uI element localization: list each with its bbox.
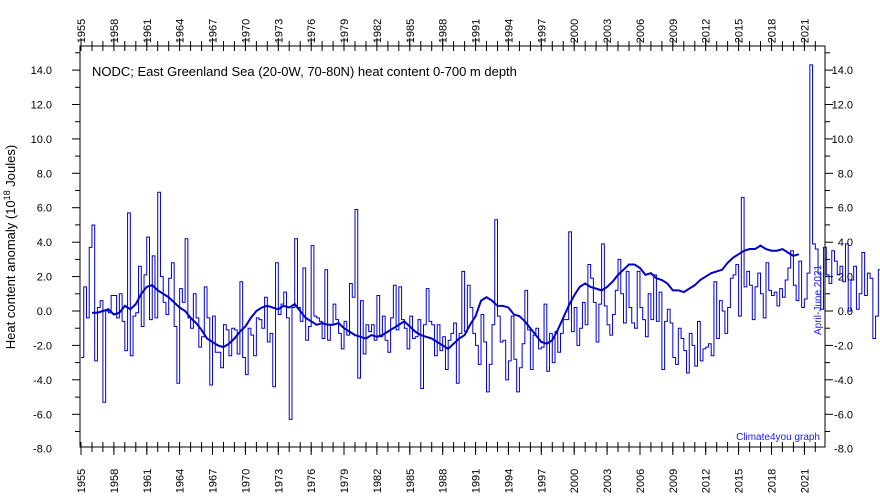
x-tick-label-bottom: 1982 [372, 469, 384, 493]
y-tick-label-left: 4.0 [37, 237, 52, 249]
y-tick-label-right: 10.0 [832, 134, 853, 146]
x-tick-label-bottom: 1988 [438, 469, 450, 493]
y-tick-label-right: -6.0 [834, 409, 853, 421]
plot-frame [79, 45, 826, 448]
x-tick-label-bottom: 2000 [569, 469, 581, 493]
x-tick-label-bottom: 1970 [240, 469, 252, 493]
x-tick-label-top: 2009 [668, 19, 680, 43]
x-tick-label-top: 2006 [635, 19, 647, 43]
x-tick-label-top: 1961 [142, 19, 154, 43]
x-tick-label-bottom: 1973 [273, 469, 285, 493]
date-note: April-June 2021 [813, 265, 824, 335]
x-tick-label-top: 1973 [273, 19, 285, 43]
y-tick-label-right: -4.0 [834, 375, 853, 387]
y-tick-label-right: 8.0 [838, 168, 853, 180]
x-tick-label-top: 2021 [799, 19, 811, 43]
y-tick-label-left: 12.0 [31, 100, 52, 112]
y-tick-label-right: 4.0 [838, 237, 853, 249]
x-tick-label-bottom: 1994 [503, 469, 515, 493]
x-tick-label-top: 1982 [372, 19, 384, 43]
x-tick-label-bottom: 2003 [602, 469, 614, 493]
x-tick-label-bottom: 2009 [668, 469, 680, 493]
x-tick-label-top: 1979 [339, 19, 351, 43]
y-tick-label-left: 2.0 [37, 272, 52, 284]
y-tick-label-left: 6.0 [37, 203, 52, 215]
x-tick-label-top: 1997 [536, 19, 548, 43]
x-tick-label-top: 1988 [438, 19, 450, 43]
y-tick-label-right: -8.0 [834, 444, 853, 456]
credit-label: Climate4you graph [736, 432, 820, 443]
x-tick-label-top: 1976 [306, 19, 318, 43]
x-tick-label-bottom: 1961 [142, 469, 154, 493]
x-tick-label-top: 1955 [76, 19, 88, 43]
y-tick-label-left: -4.0 [33, 375, 52, 387]
x-tick-label-top: 2003 [602, 19, 614, 43]
quarterly-series-line [81, 64, 880, 420]
x-tick-label-top: 2018 [767, 19, 779, 43]
x-tick-label-bottom: 2012 [701, 469, 713, 493]
y-axis-label: Heat content anomaly (1018 Joules) [2, 145, 18, 349]
x-tick-label-bottom: 1967 [208, 469, 220, 493]
x-tick-label-bottom: 1955 [76, 469, 88, 493]
y-tick-label-right: -2.0 [834, 340, 853, 352]
x-tick-label-top: 1970 [240, 19, 252, 43]
y-tick-label-left: 10.0 [31, 134, 52, 146]
x-tick-label-top: 2012 [701, 19, 713, 43]
x-tick-label-bottom: 1964 [175, 469, 187, 493]
running-mean-line [91, 244, 800, 351]
y-tick-label-left: 0.0 [37, 306, 52, 318]
x-tick-label-bottom: 1991 [471, 469, 483, 493]
x-tick-label-top: 2000 [569, 19, 581, 43]
x-tick-label-bottom: 2015 [734, 469, 746, 493]
y-tick-label-left: -2.0 [33, 340, 52, 352]
x-tick-label-top: 2015 [734, 19, 746, 43]
x-tick-label-bottom: 2021 [799, 469, 811, 493]
x-axis-ticks: 1955 1955 1958 1958 1961 1961 1964 1964 1967 1967… [76, 19, 816, 493]
x-tick-label-bottom: 1958 [109, 469, 121, 493]
x-tick-label-top: 1991 [471, 19, 483, 43]
y-tick-label-left: 14.0 [31, 65, 52, 77]
y-tick-label-right: 6.0 [838, 203, 853, 215]
x-tick-label-bottom: 1979 [339, 469, 351, 493]
y-axis-ticks: 14.0 14.0 12.0 12.0 10.0 10.0 8.0 8.0 6.0 6.0 4.0 4… [31, 52, 853, 456]
y-tick-label-left: -6.0 [33, 409, 52, 421]
x-tick-label-bottom: 1985 [405, 469, 417, 493]
x-tick-label-bottom: 2018 [767, 469, 779, 493]
y-tick-label-right: 12.0 [832, 100, 853, 112]
x-tick-label-top: 1964 [175, 19, 187, 43]
x-tick-label-top: 1958 [109, 19, 121, 43]
x-tick-label-top: 1967 [208, 19, 220, 43]
x-tick-label-bottom: 1997 [536, 469, 548, 493]
y-tick-label-right: 0.0 [838, 306, 853, 318]
series-group [81, 64, 880, 420]
x-tick-label-top: 1985 [405, 19, 417, 43]
x-tick-label-bottom: 1976 [306, 469, 318, 493]
y-tick-label-left: 8.0 [37, 168, 52, 180]
chart-title: NODC; East Greenland Sea (20-0W, 70-80N)… [92, 64, 517, 79]
x-tick-label-bottom: 2006 [635, 469, 647, 493]
y-tick-label-left: -8.0 [33, 444, 52, 456]
x-tick-label-top: 1994 [503, 19, 515, 43]
y-tick-label-right: 14.0 [832, 65, 853, 77]
